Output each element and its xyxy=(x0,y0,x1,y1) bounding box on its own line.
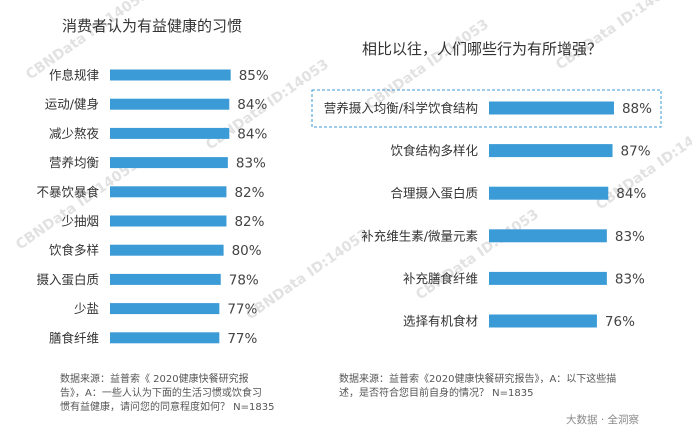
watermark-text: CBNData ID:14053 xyxy=(13,156,142,253)
left-bar-chart: 作息规律 85% 运动/健身 84% 减少熬夜 84% 营养均衡 83% 不暴饮暴食 82% 少抽烟… xyxy=(36,68,268,347)
bar xyxy=(110,215,227,227)
value-label: 82% xyxy=(234,214,264,230)
category-label: 作息规律 xyxy=(49,68,99,83)
highlight-frame xyxy=(311,89,662,128)
value-label: 88% xyxy=(622,101,652,117)
category-label: 饮食多样 xyxy=(49,243,99,258)
bar xyxy=(489,229,607,243)
source-note-line: 告》，A：一些人认为下面的生活习惯或饮食习 xyxy=(60,386,262,399)
source-note-line: 惯有益健康，请问您的同意程度如何？ N=1835 xyxy=(60,400,275,413)
bar xyxy=(110,127,230,139)
brand-slogan: 大数据 · 全洞察 xyxy=(566,413,640,426)
category-label: 摄入蛋白质 xyxy=(36,272,99,287)
value-label: 87% xyxy=(621,144,651,160)
bar xyxy=(110,303,220,315)
value-label: 77% xyxy=(227,331,257,347)
source-note-line: 述，是否符合您目前自身的情况？ N=1835 xyxy=(339,386,534,399)
bar xyxy=(110,244,224,256)
category-label: 营养摄入均衡/科学饮食结构 xyxy=(324,101,478,116)
value-label: 76% xyxy=(605,314,635,330)
value-label: 78% xyxy=(229,272,259,288)
value-label: 83% xyxy=(615,229,645,245)
right-chart-title: 相比以往，人们哪些行为有所增强？ xyxy=(362,40,602,58)
right-source-note: 数据来源：益普索《2020健康快餐研究报告》，A：以下这些描述，是否符合您目前自… xyxy=(339,372,616,399)
category-label: 补充膳食纤维 xyxy=(403,271,478,286)
category-label: 膳食纤维 xyxy=(49,330,99,345)
bar xyxy=(489,271,607,285)
bar xyxy=(489,314,597,328)
source-note-line: 数据来源：益普索《2020健康快餐研究报告》，A：以下这些描 xyxy=(339,372,616,385)
category-label: 少盐 xyxy=(74,301,99,316)
value-label: 84% xyxy=(237,97,267,113)
watermark-text: CBNData ID:14053 xyxy=(413,206,542,303)
category-label: 不暴饮暴食 xyxy=(36,184,99,199)
category-label: 饮食结构多样化 xyxy=(390,143,478,158)
category-label: 合理摄入蛋白质 xyxy=(390,186,478,201)
watermark-text: CBNData ID:14053 xyxy=(553,0,682,73)
value-label: 84% xyxy=(237,126,267,142)
value-label: 83% xyxy=(615,271,645,287)
value-label: 77% xyxy=(227,302,257,318)
watermark-text: CBNData ID:14053 xyxy=(243,226,372,323)
left-source-note: 数据来源：益普索《 2020健康快餐研究报告》，A：一些人认为下面的生活习惯或饮… xyxy=(60,372,275,413)
bar xyxy=(110,69,231,81)
category-label: 营养均衡 xyxy=(49,155,99,170)
bar xyxy=(110,157,228,169)
category-label: 减少熬夜 xyxy=(49,126,100,141)
watermark-text: CBNData ID:14053 xyxy=(363,16,492,113)
right-bar-chart: 营养摄入均衡/科学饮食结构 88% 饮食结构多样化 87% 合理摄入蛋白质 84% 补充维生… xyxy=(324,101,652,331)
value-label: 84% xyxy=(616,186,646,202)
category-label: 补充维生素/微量元素 xyxy=(361,228,478,243)
bar xyxy=(110,98,230,110)
bar xyxy=(110,332,220,344)
bar xyxy=(489,186,609,200)
value-label: 85% xyxy=(239,68,269,84)
value-label: 82% xyxy=(234,185,264,201)
value-label: 83% xyxy=(236,156,266,172)
category-label: 少抽烟 xyxy=(61,214,99,229)
bar xyxy=(110,273,221,285)
category-label: 运动/健身 xyxy=(45,97,99,112)
category-label: 选择有机食材 xyxy=(403,314,478,329)
source-note-line: 数据来源：益普索《 2020健康快餐研究报 xyxy=(60,372,249,385)
bar xyxy=(489,101,614,115)
bar xyxy=(110,186,227,198)
bar xyxy=(489,144,613,158)
left-chart-title: 消费者认为有益健康的习惯 xyxy=(62,17,242,35)
value-label: 80% xyxy=(232,243,262,259)
